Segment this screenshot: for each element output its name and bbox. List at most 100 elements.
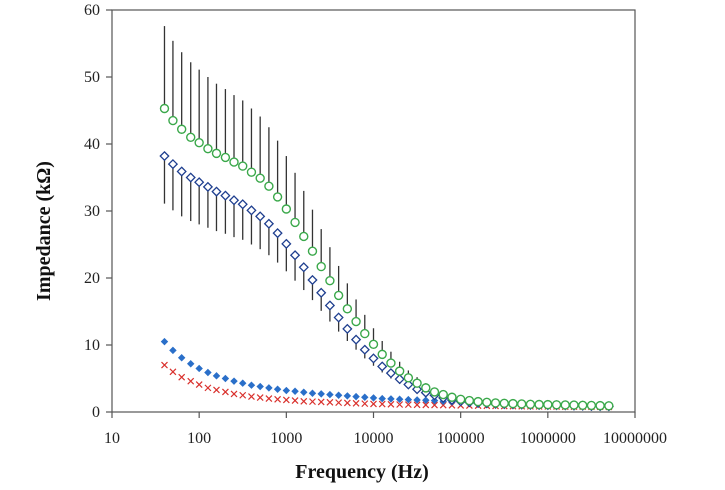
data-point-cross <box>343 399 351 407</box>
data-point-cross <box>439 401 447 409</box>
data-point-cross <box>282 396 290 404</box>
data-point-open-circle <box>333 290 344 301</box>
data-point-open-circle <box>429 387 440 397</box>
y-tick-label: 10 <box>84 337 100 354</box>
data-point-cross <box>370 400 377 408</box>
data-point-open-circle <box>220 152 231 163</box>
data-point-open-circle <box>238 161 248 171</box>
data-point-cross <box>256 394 264 402</box>
y-axis-title: Impedance (kΩ) <box>33 161 55 301</box>
data-point-open-circle <box>421 383 431 393</box>
data-point-cross <box>335 399 343 407</box>
data-point-open-diamond <box>211 186 222 197</box>
x-tick-label: 10 <box>104 430 120 447</box>
data-point-open-diamond <box>281 238 292 249</box>
data-point-cross <box>248 393 255 401</box>
data-point-cross <box>213 386 220 394</box>
data-point-open-circle <box>299 231 309 242</box>
data-point-open-circle <box>403 373 414 383</box>
data-point-filled-diamond <box>378 394 386 403</box>
data-point-open-circle <box>534 399 544 410</box>
data-point-open-diamond <box>263 218 275 229</box>
data-point-cross <box>239 391 247 399</box>
data-point-open-circle <box>377 349 387 360</box>
data-point-open-diamond <box>350 334 362 345</box>
data-point-cross <box>300 397 308 405</box>
data-point-cross <box>169 368 177 376</box>
data-point-open-diamond <box>185 172 196 183</box>
data-point-open-circle <box>159 103 170 114</box>
data-point-open-circle <box>290 217 300 228</box>
y-tick-label: 50 <box>84 69 100 86</box>
data-point-open-diamond <box>324 300 336 311</box>
data-point-cross <box>396 401 404 408</box>
data-point-open-circle <box>412 378 422 388</box>
data-point-open-diamond <box>159 150 170 162</box>
data-point-open-circle <box>578 400 588 410</box>
data-point-filled-diamond <box>413 396 421 404</box>
data-point-open-circle <box>194 137 204 148</box>
data-point-open-circle <box>386 358 396 368</box>
data-point-open-circle <box>516 399 527 409</box>
data-point-cross <box>274 395 282 403</box>
data-point-cross <box>422 401 430 409</box>
data-point-cross <box>161 361 168 369</box>
data-point-open-diamond <box>394 374 405 385</box>
data-point-filled-diamond <box>186 360 195 368</box>
y-tick-label: 20 <box>84 270 100 287</box>
data-point-cross <box>309 398 316 406</box>
data-point-filled-diamond <box>204 368 212 377</box>
data-point-open-diamond <box>385 368 397 379</box>
data-point-filled-diamond <box>221 374 230 383</box>
data-point-open-circle <box>203 143 213 154</box>
data-point-filled-diamond <box>361 393 369 401</box>
data-point-filled-diamond <box>169 346 177 355</box>
data-point-filled-diamond <box>247 381 256 389</box>
data-point-open-diamond <box>307 274 318 286</box>
data-point-open-circle <box>508 398 518 409</box>
data-point-open-circle <box>543 399 553 410</box>
y-tick-label: 60 <box>84 2 100 19</box>
data-point-filled-diamond <box>308 389 317 397</box>
data-point-cross <box>413 401 421 409</box>
data-point-open-circle <box>176 124 187 134</box>
data-point-open-circle <box>229 157 239 167</box>
data-point-open-circle <box>464 395 475 406</box>
data-point-open-diamond <box>359 344 370 355</box>
y-tick-label: 30 <box>84 203 100 220</box>
error-bars <box>163 26 610 407</box>
y-tick-label: 40 <box>84 136 100 153</box>
data-point-open-circle <box>595 400 605 411</box>
data-point-filled-diamond <box>300 388 308 396</box>
data-point-open-circle <box>351 316 361 327</box>
data-point-filled-diamond <box>387 395 395 403</box>
data-point-open-diamond <box>272 227 283 239</box>
data-point-open-circle <box>438 389 448 400</box>
x-tick-label: 1000000 <box>520 430 576 447</box>
data-point-cross <box>265 395 273 403</box>
data-point-open-circle <box>482 397 492 407</box>
data-point-cross <box>404 401 412 409</box>
data-markers <box>159 103 614 412</box>
data-point-open-circle <box>368 339 379 350</box>
data-point-cross <box>352 399 360 407</box>
data-point-open-circle <box>316 261 326 272</box>
data-point-filled-diamond <box>256 382 264 391</box>
data-point-open-diamond <box>167 158 179 170</box>
data-point-filled-diamond <box>265 384 273 392</box>
data-point-cross <box>317 398 325 406</box>
data-point-open-circle <box>360 328 370 339</box>
data-point-open-circle <box>255 173 265 183</box>
data-point-filled-diamond <box>212 372 221 380</box>
x-tick-label: 100 <box>187 430 211 447</box>
data-point-open-circle <box>604 401 614 411</box>
data-point-cross <box>431 401 438 409</box>
data-point-filled-diamond <box>395 395 404 403</box>
data-point-filled-diamond <box>404 395 413 404</box>
data-point-open-circle <box>455 394 466 404</box>
data-point-filled-diamond <box>160 337 169 346</box>
data-point-open-diamond <box>194 177 205 188</box>
y-axis: 0 10 20 30 40 50 60 <box>84 2 112 421</box>
data-point-open-circle <box>560 400 570 410</box>
x-tick-label: 1000 <box>270 430 302 447</box>
